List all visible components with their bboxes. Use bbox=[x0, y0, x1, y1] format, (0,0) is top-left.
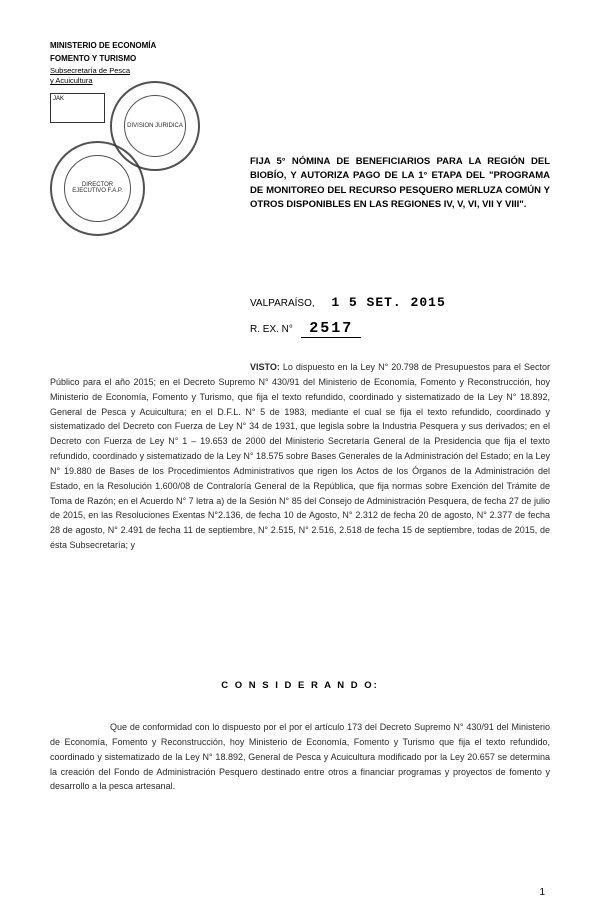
rex-line: R. EX. N° 2517 bbox=[250, 320, 550, 337]
ministry-line2: FOMENTO Y TURISMO bbox=[50, 53, 550, 64]
date-line: VALPARAÍSO, 1 5 SET. 2015 bbox=[250, 295, 550, 310]
rex-label: R. EX. N° bbox=[250, 324, 293, 335]
ministry-line1: MINISTERIO DE ECONOMÍA bbox=[50, 40, 550, 51]
visto-text: Lo dispuesto en la Ley N° 20.798 de Pres… bbox=[50, 362, 550, 550]
resolution-title: FIJA 5° NÓMINA DE BENEFICIARIOS PARA LA … bbox=[250, 155, 550, 212]
considerando-title: C O N S I D E R A N D O: bbox=[0, 680, 600, 691]
page-number: 1 bbox=[539, 887, 545, 898]
visto-label: VISTO: bbox=[250, 362, 280, 372]
initials-box: JAK bbox=[50, 93, 105, 123]
stamp-director-text: DIRECTOR EJECUTIVO F.A.P. bbox=[64, 155, 131, 222]
visto-block: VISTO: Lo dispuesto en la Ley N° 20.798 … bbox=[50, 360, 550, 553]
subsecretaria-line1: Subsecretaría de Pesca bbox=[50, 66, 550, 76]
subsecretaria-line2: y Acuicultura bbox=[50, 76, 550, 86]
considerando-text: Que de conformidad con lo dispuesto por … bbox=[50, 720, 550, 794]
stamp-director: DIRECTOR EJECUTIVO F.A.P. bbox=[50, 141, 145, 236]
location: VALPARAÍSO, bbox=[250, 298, 315, 309]
date-stamp: 1 5 SET. 2015 bbox=[331, 295, 445, 310]
stamp-juridica-text: DIVISION JURIDICA bbox=[124, 95, 186, 157]
rex-number: 2517 bbox=[301, 320, 361, 338]
